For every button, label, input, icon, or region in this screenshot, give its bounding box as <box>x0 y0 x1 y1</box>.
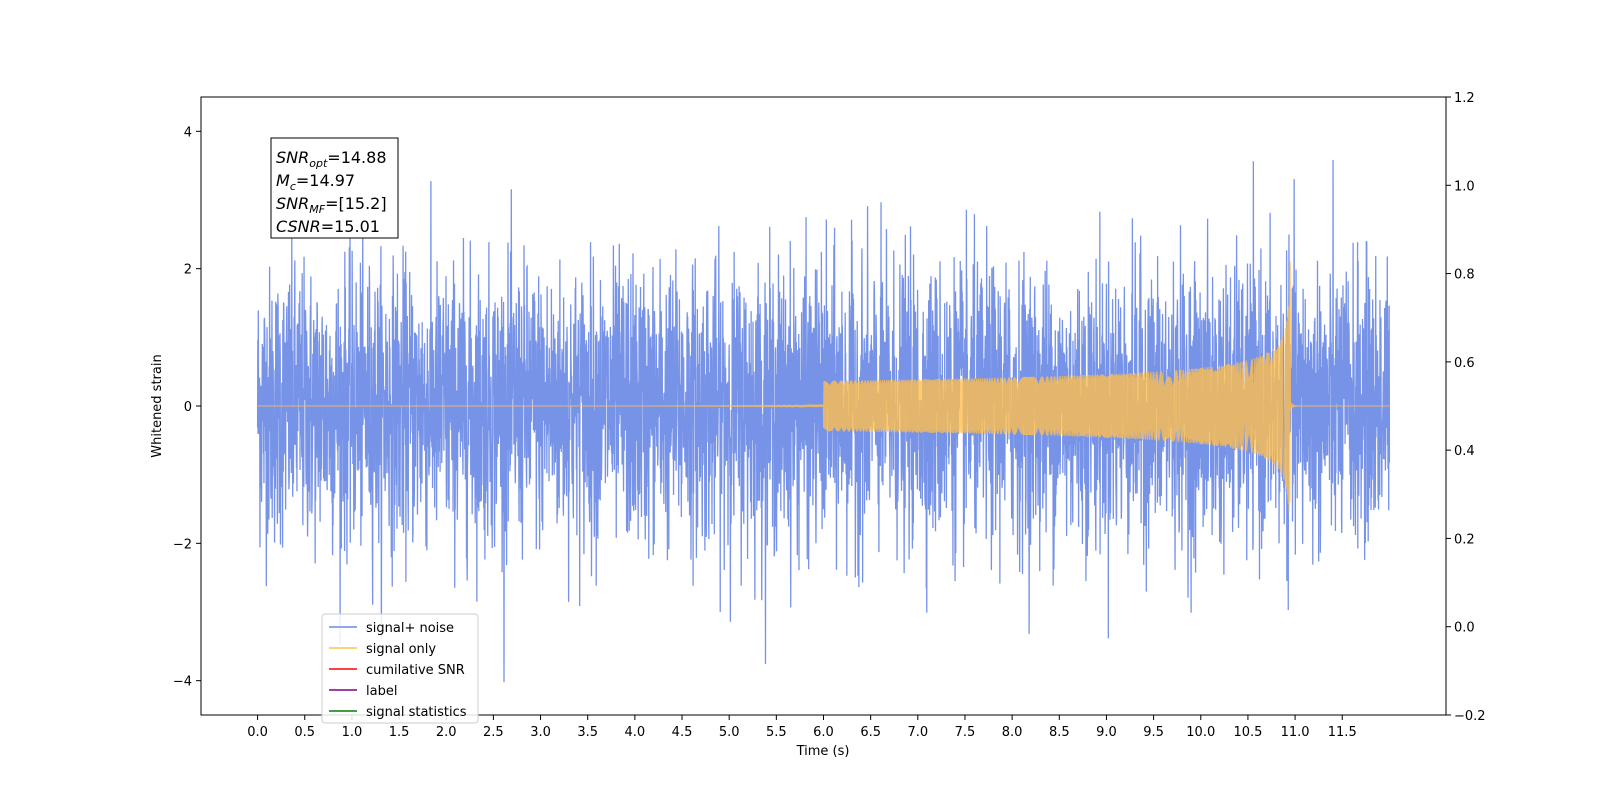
legend-entry-label: signal statistics <box>366 705 467 720</box>
y-axis-label: Whitened strain <box>150 354 165 457</box>
x-tick-label: 4.0 <box>625 725 646 740</box>
legend-entry-label: label <box>366 684 397 699</box>
y-tick-label: 0 <box>184 400 192 415</box>
y2-tick-label: 0.6 <box>1454 356 1475 371</box>
series-layer <box>256 159 1391 683</box>
annotation-symbol: M <box>276 171 290 190</box>
legend: signal+ noise signal only cumilative SNR la… <box>321 613 479 724</box>
y-axis-left: 4 2 0 −2 −4 <box>173 125 201 690</box>
legend-entry-label: signal+ noise <box>366 621 454 636</box>
y-tick-label: 4 <box>184 125 192 140</box>
legend-entry-label: signal only <box>366 642 436 657</box>
y2-tick-label: 1.2 <box>1454 91 1475 106</box>
x-tick-label: 2.5 <box>483 725 504 740</box>
x-axis: 0.0 0.5 1.0 1.5 2.0 2.5 3.0 3.5 4.0 4.5 5.0 5.5 6.0 6… <box>247 715 1357 740</box>
x-tick-label: 0.5 <box>294 725 315 740</box>
annotation-symbol: SNR <box>276 194 309 213</box>
x-tick-label: 7.5 <box>955 725 976 740</box>
x-tick-label: 10.5 <box>1233 725 1262 740</box>
y-tick-label: 2 <box>184 263 192 278</box>
snr-annotation-box: SNRopt=14.88Mc=14.97SNRMF=[15.2]CSNR=15.… <box>270 137 399 239</box>
annotation-value: =15.01 <box>321 217 380 236</box>
x-tick-label: 1.0 <box>342 725 363 740</box>
x-tick-label: 8.5 <box>1049 725 1070 740</box>
x-tick-label: 2.0 <box>436 725 457 740</box>
x-tick-label: 5.0 <box>719 725 740 740</box>
annotation-value: =14.97 <box>296 171 355 190</box>
x-tick-label: 9.0 <box>1096 725 1117 740</box>
y-tick-label: −2 <box>173 537 192 552</box>
annotation-value: =[15.2] <box>325 194 387 213</box>
x-tick-label: 10.0 <box>1186 725 1215 740</box>
series-signal-noise-line <box>256 159 1391 683</box>
x-tick-label: 3.0 <box>530 725 551 740</box>
y2-tick-label: 1.0 <box>1454 179 1475 194</box>
annotation-symbol: CSNR <box>276 217 321 236</box>
series-signal-only-line <box>257 261 1390 514</box>
x-tick-label: 6.0 <box>813 725 834 740</box>
y-axis-right: 1.2 1.0 0.8 0.6 0.4 0.2 0.0 −0.2 <box>1446 91 1486 724</box>
annotation-symbol: SNR <box>276 148 309 167</box>
x-tick-label: 6.5 <box>860 725 881 740</box>
legend-frame <box>321 613 479 724</box>
y2-tick-label: −0.2 <box>1454 709 1486 724</box>
x-tick-label: 4.5 <box>672 725 693 740</box>
annotation-subscript: opt <box>309 157 328 170</box>
annotation-line: CSNR=15.01 <box>276 217 380 236</box>
y2-tick-label: 0.0 <box>1454 621 1475 636</box>
x-tick-label: 9.5 <box>1143 725 1164 740</box>
x-tick-label: 1.5 <box>389 725 410 740</box>
x-tick-label: 11.0 <box>1281 725 1310 740</box>
x-tick-label: 11.5 <box>1328 725 1357 740</box>
annotation-subscript: MF <box>309 203 325 216</box>
annotation-line: SNRopt=14.88 <box>276 148 387 170</box>
y2-tick-label: 0.4 <box>1454 444 1475 459</box>
annotation-subscript: c <box>290 180 296 193</box>
annotation-frame <box>270 137 399 239</box>
x-tick-label: 5.5 <box>766 725 787 740</box>
annotation-line: SNRMF=[15.2] <box>276 194 387 216</box>
y2-tick-label: 0.2 <box>1454 532 1475 547</box>
legend-entry-label: cumilative SNR <box>366 663 465 678</box>
x-tick-label: 3.5 <box>577 725 598 740</box>
x-tick-label: 7.0 <box>907 725 928 740</box>
annotation-line: Mc=14.97 <box>276 171 355 193</box>
y2-tick-label: 0.8 <box>1454 268 1475 283</box>
annotation-value: =14.88 <box>327 148 386 167</box>
y-tick-label: −4 <box>173 675 192 690</box>
x-axis-label: Time (s) <box>796 744 850 759</box>
x-tick-label: 0.0 <box>247 725 268 740</box>
x-tick-label: 8.0 <box>1002 725 1023 740</box>
